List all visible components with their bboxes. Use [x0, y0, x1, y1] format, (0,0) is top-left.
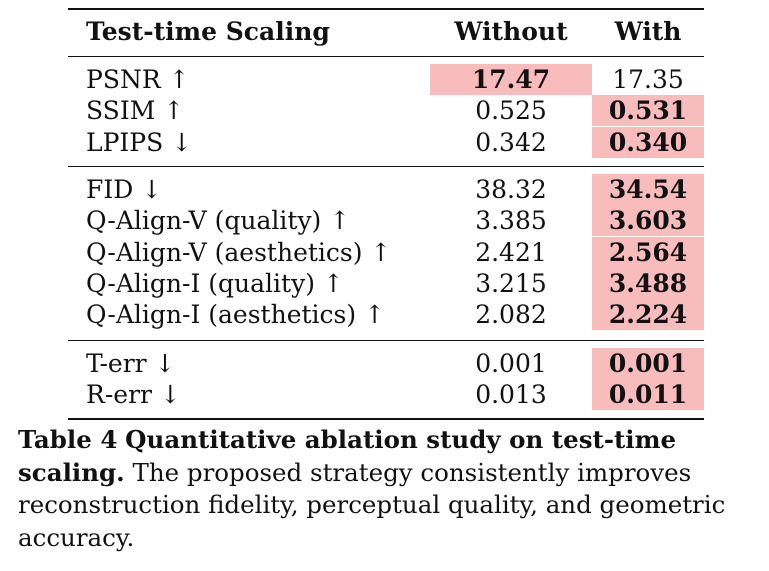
row-value-without: 2.421 [475, 238, 547, 267]
row-metric-label: Q-Align-V (quality) ↑ [86, 206, 351, 235]
row-metric-label: SSIM ↑ [86, 96, 185, 125]
row-value-without: 3.215 [475, 269, 547, 298]
row-value-without: 38.32 [475, 175, 547, 204]
row-value-without: 0.525 [475, 96, 547, 125]
group-1-rule [68, 166, 704, 167]
row-metric-label: LPIPS ↓ [86, 128, 193, 157]
row-value-with: 0.340 [592, 127, 704, 158]
row-value-with: 0.001 [592, 348, 704, 379]
row-metric-label: Q-Align-I (quality) ↑ [86, 269, 344, 298]
table-top-rule [68, 8, 704, 10]
group-2-rule [68, 340, 704, 341]
row-metric-label: R-err ↓ [86, 380, 181, 409]
table-caption: Table 4 Quantitative ablation study on t… [18, 424, 758, 554]
row-value-without: 3.385 [475, 206, 547, 235]
caption-title: Quantitative ablation study on test-time… [18, 425, 677, 487]
row-value-without: 0.001 [475, 349, 547, 378]
header-without: Without [454, 17, 568, 46]
row-value-with: 0.531 [592, 95, 704, 126]
row-value-with: 34.54 [592, 174, 704, 205]
caption-label: Table 4 [18, 425, 118, 454]
row-value-without: 2.082 [475, 300, 547, 329]
row-value-with: 17.35 [612, 65, 684, 94]
row-metric-label: T-err ↓ [86, 349, 176, 378]
header-rule [68, 56, 704, 57]
row-value-with: 3.603 [592, 205, 704, 236]
row-value-without: 0.342 [475, 128, 547, 157]
header-with: With [614, 17, 682, 46]
row-metric-label: Q-Align-V (aesthetics) ↑ [86, 238, 392, 267]
row-value-with: 2.564 [592, 237, 704, 268]
row-value-without: 0.013 [475, 380, 547, 409]
row-value-with: 3.488 [592, 268, 704, 299]
row-metric-label: PSNR ↑ [86, 65, 190, 94]
header-metric: Test-time Scaling [86, 17, 330, 46]
row-value-without: 17.47 [430, 64, 592, 95]
row-metric-label: Q-Align-I (aesthetics) ↑ [86, 300, 386, 329]
row-value-with: 2.224 [592, 299, 704, 330]
row-value-with: 0.011 [592, 379, 704, 410]
table-bottom-rule [68, 418, 704, 420]
row-metric-label: FID ↓ [86, 175, 163, 204]
caption-text: The proposed strategy consistently impro… [18, 457, 726, 552]
